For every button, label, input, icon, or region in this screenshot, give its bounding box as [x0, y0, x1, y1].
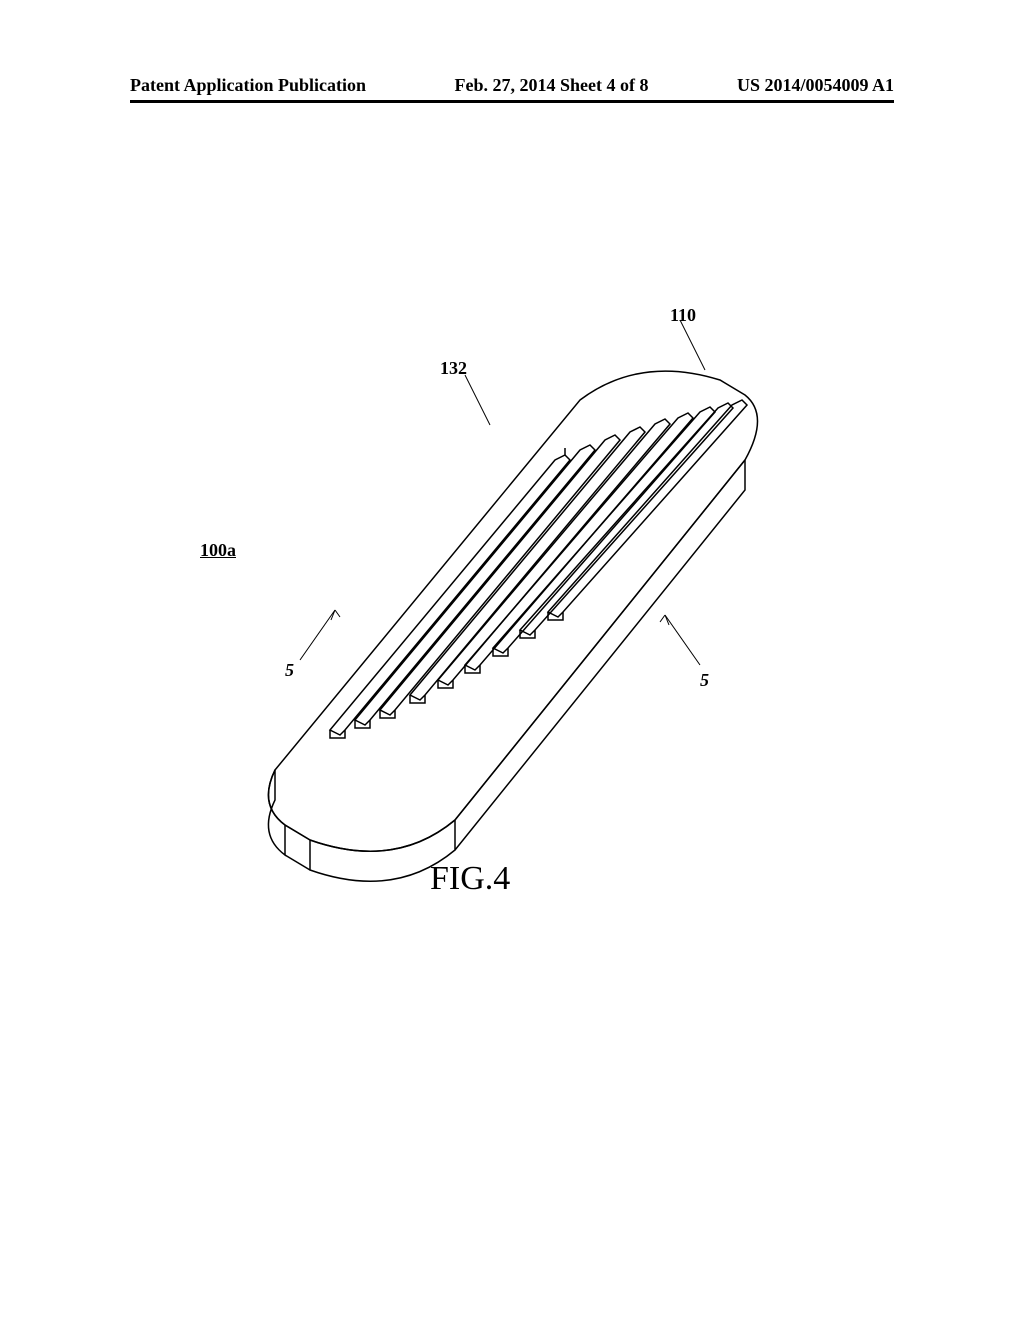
patent-figure [0, 0, 1024, 1320]
